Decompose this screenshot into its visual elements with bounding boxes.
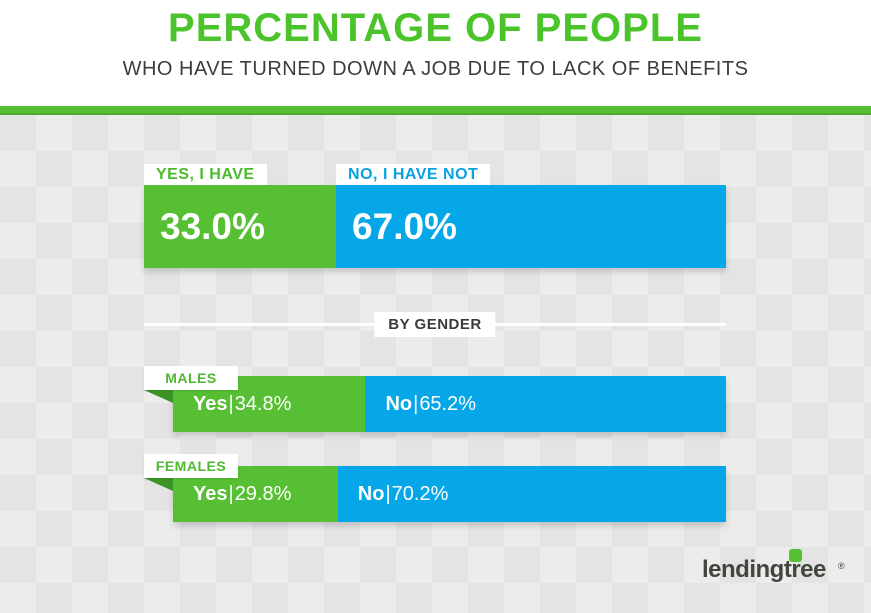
lendingtree-logo: lendingtree ® — [702, 549, 847, 591]
page-title: PERCENTAGE OF PEOPLE — [168, 6, 703, 50]
overall-yes-value: 33.0% — [160, 205, 265, 247]
logo-trademark: ® — [838, 561, 845, 571]
label-yes-i-have: YES, I HAVE — [144, 164, 267, 185]
logo-leaf-icon — [789, 549, 802, 562]
overall-no-segment: 67.0% — [336, 185, 726, 268]
label-no-i-have-not: NO, I HAVE NOT — [336, 164, 491, 185]
overall-yes-segment: 33.0% — [144, 185, 337, 268]
overall-no-value: 67.0% — [352, 205, 457, 247]
overall-no-label-zone: NO, I HAVE NOT — [336, 164, 726, 185]
females-ribbon-label: FEMALES — [144, 454, 238, 478]
males-no-value: No|65.2% — [385, 392, 477, 415]
green-divider-bar — [0, 106, 871, 115]
females-no-segment: No|70.2% — [337, 466, 726, 522]
overall-yes-label-zone: YES, I HAVE — [144, 164, 336, 185]
logo-wordmark: lendingtree — [702, 556, 826, 583]
females-no-value: No|70.2% — [357, 482, 449, 505]
females-stacked-bar: Yes|29.8% No|70.2% — [173, 466, 726, 522]
page-subtitle: WHO HAVE TURNED DOWN A JOB DUE TO LACK O… — [122, 58, 749, 80]
males-ribbon-label: MALES — [144, 366, 238, 390]
females-yes-value: Yes|29.8% — [193, 482, 292, 505]
header: PERCENTAGE OF PEOPLE WHO HAVE TURNED DOW… — [0, 0, 871, 106]
males-yes-value: Yes|34.8% — [193, 392, 292, 415]
males-no-segment: No|65.2% — [365, 376, 726, 432]
overall-bar-labels: YES, I HAVE NO, I HAVE NOT — [144, 164, 726, 185]
overall-stacked-bar: 33.0% 67.0% — [144, 185, 726, 268]
males-stacked-bar: Yes|34.8% No|65.2% — [173, 376, 726, 432]
by-gender-label: BY GENDER — [374, 312, 496, 337]
